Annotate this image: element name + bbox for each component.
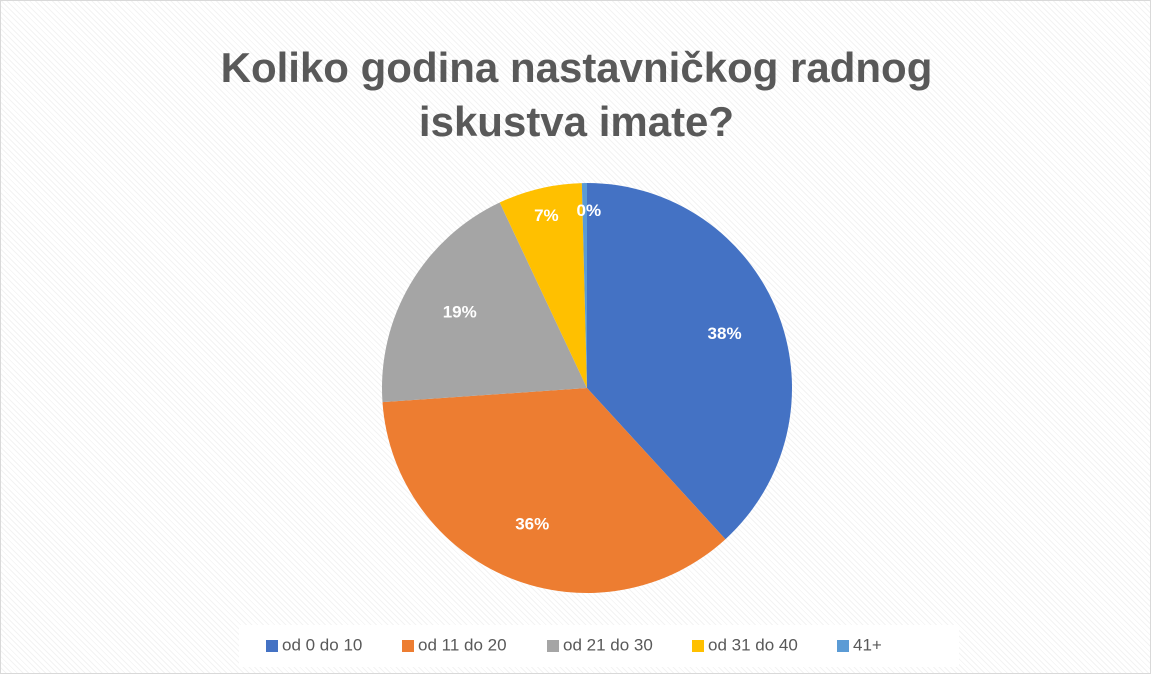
legend-label: od 21 do 30 <box>563 635 653 654</box>
data-label: 38% <box>708 324 742 343</box>
legend-swatch <box>837 640 849 652</box>
pie-slice <box>382 202 587 403</box>
pie-slice <box>382 388 726 594</box>
pie-slice <box>587 183 793 540</box>
data-label: 7% <box>534 206 559 225</box>
legend-swatch <box>692 640 704 652</box>
pie-slice <box>581 183 587 388</box>
data-label: 19% <box>443 303 477 322</box>
legend-label: 41+ <box>853 635 882 654</box>
data-label: 36% <box>515 515 549 534</box>
legend-label: od 0 do 10 <box>282 635 362 654</box>
legend-label: od 11 do 20 <box>418 635 507 654</box>
pie-slice <box>499 183 587 388</box>
data-label: 0% <box>576 201 601 220</box>
legend-swatch <box>402 640 414 652</box>
legend-label: od 31 do 40 <box>708 635 798 654</box>
chart-title: Koliko godina nastavničkog radnog iskust… <box>220 44 933 145</box>
legend-swatch <box>266 640 278 652</box>
legend-swatch <box>547 640 559 652</box>
